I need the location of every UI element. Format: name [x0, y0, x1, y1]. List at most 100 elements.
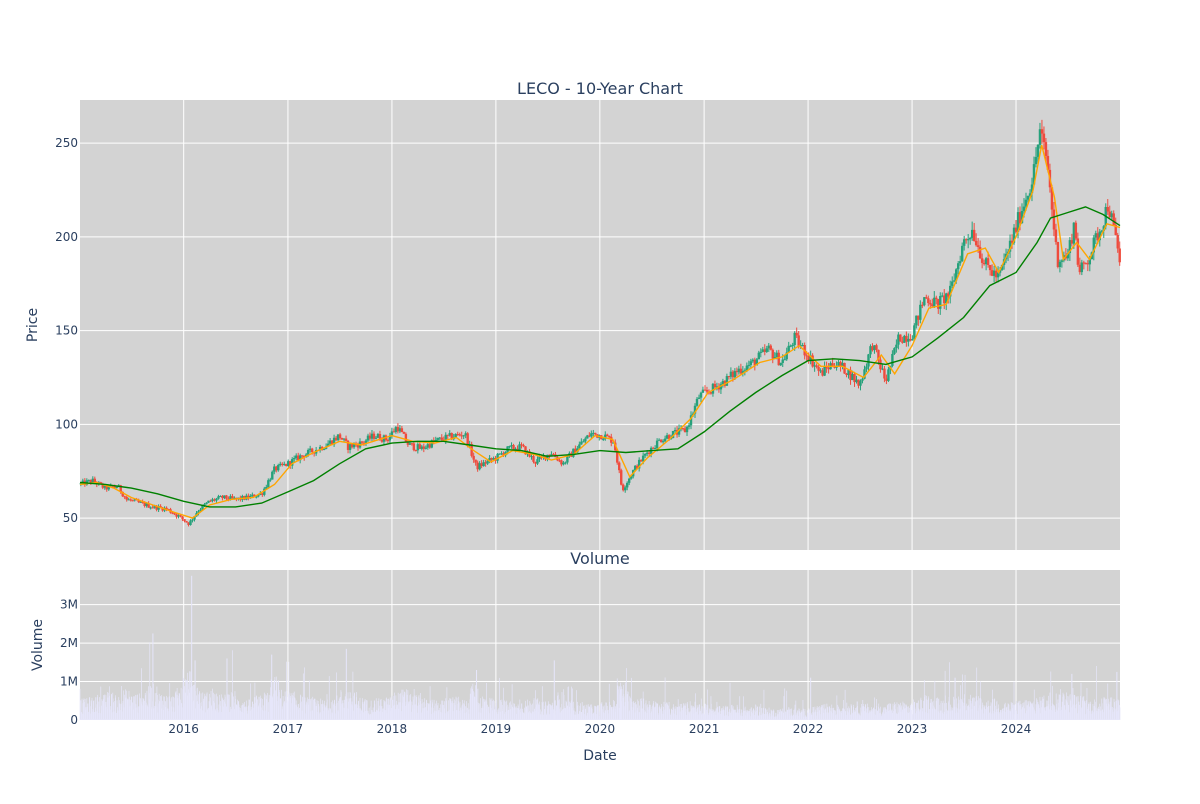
volume-bar: [318, 713, 320, 720]
volume-bar: [354, 703, 356, 720]
volume-bar: [1060, 706, 1062, 720]
volume-bar: [757, 706, 759, 720]
volume-bar: [725, 705, 727, 720]
volume-bar: [813, 712, 815, 720]
candle-body: [883, 368, 886, 379]
candle-body: [1106, 206, 1109, 212]
candle-body: [935, 297, 938, 300]
volume-bar: [899, 705, 900, 720]
volume-bar: [921, 700, 922, 720]
volume-bar: [637, 701, 639, 720]
candle-body: [295, 455, 298, 458]
volume-bar: [300, 695, 302, 720]
candle-body: [476, 462, 479, 470]
volume-bar: [942, 702, 943, 720]
candle-body: [990, 270, 994, 276]
volume-bar: [159, 701, 161, 720]
candle-body: [893, 348, 896, 354]
volume-bar: [80, 700, 82, 720]
price-y-tick-label: 50: [63, 511, 78, 525]
candle-body: [125, 497, 128, 500]
volume-bar: [647, 709, 649, 720]
volume-bar: [876, 705, 878, 720]
volume-bar: [939, 712, 940, 720]
volume-bar: [1108, 709, 1110, 720]
candle-body: [943, 295, 946, 304]
volume-bar: [183, 678, 185, 720]
volume-bar: [1067, 696, 1069, 720]
volume-bar: [318, 706, 320, 720]
volume-bar: [653, 707, 655, 720]
candle-body: [988, 264, 992, 271]
volume-bar: [246, 700, 247, 720]
volume-bar: [512, 706, 514, 720]
volume-bar: [454, 705, 456, 720]
volume-bar: [837, 704, 839, 720]
volume-bar: [304, 713, 306, 720]
candle-body: [580, 441, 583, 445]
volume-bar: [338, 700, 339, 720]
volume-bar: [703, 708, 705, 720]
volume-bar: [464, 704, 465, 720]
candle-body: [552, 454, 555, 456]
volume-bar: [395, 695, 397, 720]
volume-bar: [875, 714, 876, 720]
volume-bar: [167, 697, 169, 720]
volume-bar: [768, 707, 770, 720]
volume-bar: [123, 690, 124, 720]
volume-bar: [546, 714, 547, 720]
volume-spike-bar: [553, 660, 555, 720]
volume-bar: [275, 676, 277, 720]
volume-bar: [659, 708, 661, 720]
volume-bar: [874, 697, 875, 720]
candle-body: [699, 392, 703, 398]
volume-bar: [486, 682, 487, 720]
candle-body: [801, 345, 804, 347]
volume-bar: [430, 700, 432, 720]
volume-bar: [456, 710, 458, 720]
volume-bar: [723, 715, 725, 720]
volume-bar: [1119, 707, 1121, 720]
volume-bar: [604, 712, 605, 720]
volume-bar: [143, 699, 145, 720]
candle-body: [1096, 233, 1099, 241]
candle-body: [193, 516, 196, 520]
volume-bar: [584, 714, 585, 720]
volume-bar: [699, 710, 701, 720]
volume-bar: [590, 704, 591, 720]
candle-body: [653, 448, 657, 450]
candle-body: [173, 513, 176, 515]
candle-body: [1086, 263, 1090, 265]
volume-bar: [468, 713, 470, 720]
candle-body: [881, 368, 884, 370]
candle-body: [891, 353, 894, 366]
candle-body: [773, 357, 776, 359]
candle-body: [410, 443, 414, 445]
volume-bar: [1082, 696, 1084, 720]
volume-bar: [499, 677, 500, 720]
volume-bar: [637, 699, 639, 720]
volume-bar: [482, 707, 484, 720]
volume-bar: [618, 689, 619, 720]
volume-bar: [472, 683, 474, 720]
volume-bar: [694, 701, 696, 720]
volume-bar: [844, 689, 846, 720]
volume-bar: [400, 711, 402, 720]
candle-body: [330, 440, 334, 445]
volume-bar: [364, 699, 366, 720]
volume-bar: [274, 677, 276, 720]
candle-body: [390, 431, 394, 436]
volume-bar: [1062, 692, 1064, 720]
candle-body: [338, 434, 342, 439]
candle-body: [342, 438, 346, 440]
volume-bar: [388, 704, 390, 720]
volume-bar: [735, 712, 737, 720]
candle-body: [1022, 206, 1026, 211]
candle-body: [103, 485, 106, 488]
volume-bar: [555, 700, 556, 720]
candle-body: [251, 494, 254, 496]
volume-bar: [715, 708, 717, 720]
volume-bar: [602, 709, 603, 720]
candle-body: [368, 435, 372, 439]
volume-bar: [530, 712, 531, 720]
